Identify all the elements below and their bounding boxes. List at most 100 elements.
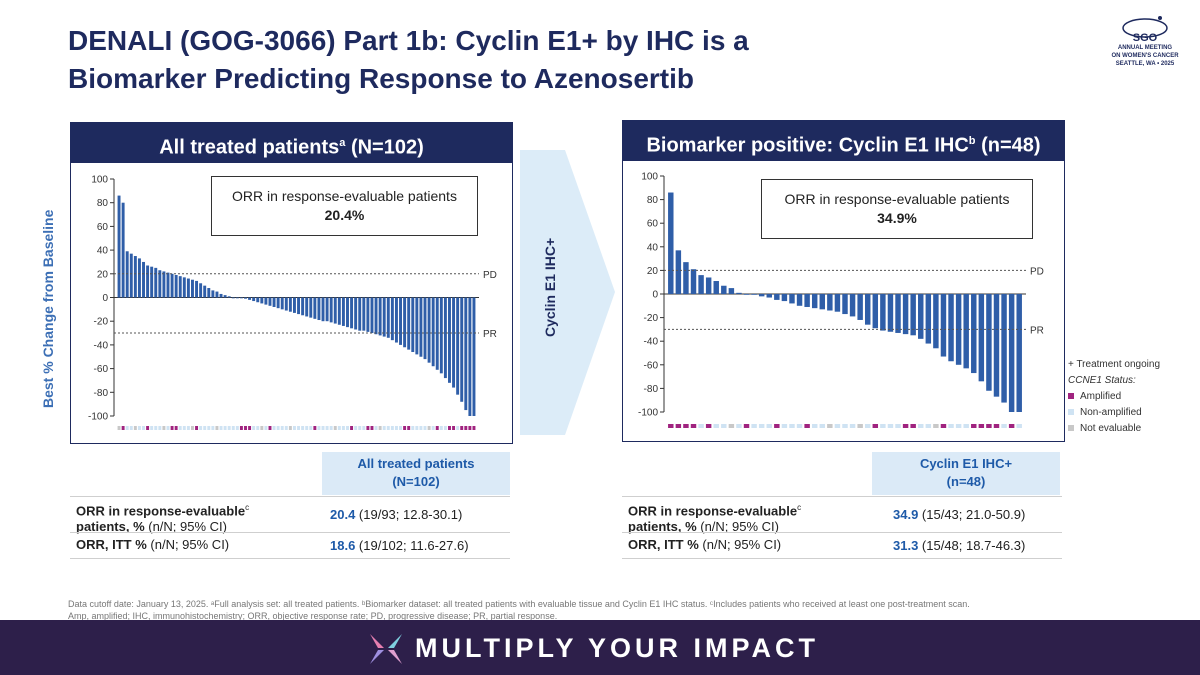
non-amplified-swatch (1068, 409, 1074, 416)
ccne1-status-marker (317, 426, 321, 430)
waterfall-bar (435, 297, 439, 370)
waterfall-bar (955, 294, 962, 365)
banner-x-icon (370, 634, 402, 664)
ccne1-status-marker (698, 424, 704, 428)
waterfall-bar (231, 297, 235, 299)
ccne1-status-marker (297, 426, 301, 430)
ccne1-status-marker (394, 426, 398, 430)
waterfall-bar (154, 267, 158, 298)
waterfall-bar (472, 297, 476, 416)
ccne1-status-marker (834, 424, 841, 428)
ccne1-status-marker (370, 426, 374, 430)
ccne1-status-marker (195, 426, 199, 430)
waterfall-bar (993, 294, 1000, 397)
right-table-top-rule (622, 496, 1062, 497)
waterfall-bar (337, 297, 341, 325)
ccne1-status-marker (337, 426, 341, 430)
left-orr-box-value: 20.4% (324, 207, 365, 223)
left-panel-header: All treated patientsa (N=102) (71, 123, 512, 163)
slide-title: DENALI (GOG-3066) Part 1b: Cyclin E1+ by… (68, 22, 749, 98)
left-waterfall-chart: 100 80 60 40 20 0 -20 -40 -60 -80 -100 PD PR (88, 175, 497, 430)
waterfall-bar (211, 290, 215, 298)
waterfall-bar (142, 261, 145, 298)
waterfall-bar (698, 275, 704, 294)
waterfall-bar (358, 297, 362, 331)
ccne1-status-marker (142, 426, 145, 430)
ccne1-status-marker (309, 426, 313, 430)
ccne1-status-marker (390, 426, 394, 430)
waterfall-bar (918, 294, 924, 339)
left-panel-header-text: All treated patients (159, 136, 340, 159)
bottom-banner: MULTIPLY YOUR IMPACT (0, 620, 1200, 675)
ccne1-status-marker (203, 426, 207, 430)
waterfall-bar (186, 278, 190, 298)
ccne1-status-marker (443, 426, 447, 430)
right-waterfall-chart: 100 80 60 40 20 0 -20 -40 -60 -80 -100 PD PR (638, 172, 1044, 428)
waterfall-bar (341, 297, 345, 326)
ccne1-status-marker (978, 424, 985, 428)
reference-label-pd: PD (483, 270, 497, 281)
y-tick-label: 0 (652, 290, 658, 301)
left-row1-label-a: ORR in response-evaluable (76, 503, 246, 519)
waterfall-bar (370, 297, 374, 334)
ccne1-status-marker (305, 426, 309, 430)
ccne1-status-marker (456, 426, 460, 430)
ccne1-status-marker (248, 426, 252, 430)
logo-mark: SGO (1132, 32, 1158, 44)
waterfall-bar (321, 297, 325, 322)
waterfall-bar (313, 297, 317, 319)
left-table-header-line1: All treated patients (357, 456, 475, 471)
ccne1-status-marker (301, 426, 305, 430)
ccne1-status-marker (933, 424, 939, 428)
ccne1-status-marker (346, 426, 349, 430)
ccne1-status-marker (292, 426, 296, 430)
ccne1-status-marker (955, 424, 962, 428)
left-table-top-rule (70, 496, 510, 497)
waterfall-bar (895, 294, 901, 333)
ccne1-status-marker (162, 426, 166, 430)
right-orr-box: ORR in response-evaluable patients 34.9% (761, 179, 1033, 239)
legend-non-amplified-label: Non-amplified (1080, 407, 1142, 418)
ccne1-status-marker (154, 426, 158, 430)
waterfall-bar (427, 297, 431, 363)
ccne1-status-marker (354, 426, 358, 430)
ccne1-status-marker (857, 424, 863, 428)
waterfall-bar (354, 297, 358, 330)
ccne1-status-marker (887, 424, 894, 428)
right-row1-value-detail: (15/43; 21.0-50.9) (918, 507, 1026, 522)
ccne1-status-marker (268, 426, 272, 430)
right-table-header: Cyclin E1 IHC+ (n=48) (872, 452, 1060, 495)
ccne1-status-marker (736, 424, 742, 428)
ccne1-status-marker (439, 426, 443, 430)
ccne1-status-marker (121, 426, 125, 430)
ccne1-status-marker (256, 426, 260, 430)
left-row1-label-sup: c (245, 503, 250, 512)
left-table-header-line2: (N=102) (392, 474, 440, 489)
ccne1-status-marker (227, 426, 231, 430)
waterfall-bar (325, 297, 329, 322)
right-table-header-line1: Cyclin E1 IHC+ (919, 456, 1013, 471)
waterfall-bar (880, 294, 886, 331)
ccne1-status-marker (178, 426, 182, 430)
waterfall-bar (146, 265, 150, 298)
ccne1-status-marker (166, 426, 170, 430)
ccne1-status-marker (804, 424, 810, 428)
waterfall-bar (386, 297, 390, 338)
waterfall-bar (468, 297, 472, 416)
ccne1-status-marker (721, 424, 727, 428)
waterfall-bar (244, 297, 247, 299)
ccne1-status-marker (170, 426, 174, 430)
waterfall-bar (743, 294, 750, 295)
ccne1-status-marker (423, 426, 427, 430)
waterfall-bar (125, 251, 129, 298)
left-table-header: All treated patients (N=102) (322, 452, 510, 495)
ccne1-status-marker (321, 426, 325, 430)
left-row2-label: ORR, ITT % (n/N; 95% CI) (76, 537, 316, 553)
ccne1-status-marker (182, 426, 186, 430)
right-row1-label-b: patients, % (628, 519, 697, 535)
waterfall-bar (448, 297, 451, 383)
waterfall-bar (774, 294, 780, 300)
waterfall-bar (439, 297, 443, 374)
waterfall-bar (199, 283, 203, 298)
not-evaluable-swatch (1068, 425, 1074, 432)
